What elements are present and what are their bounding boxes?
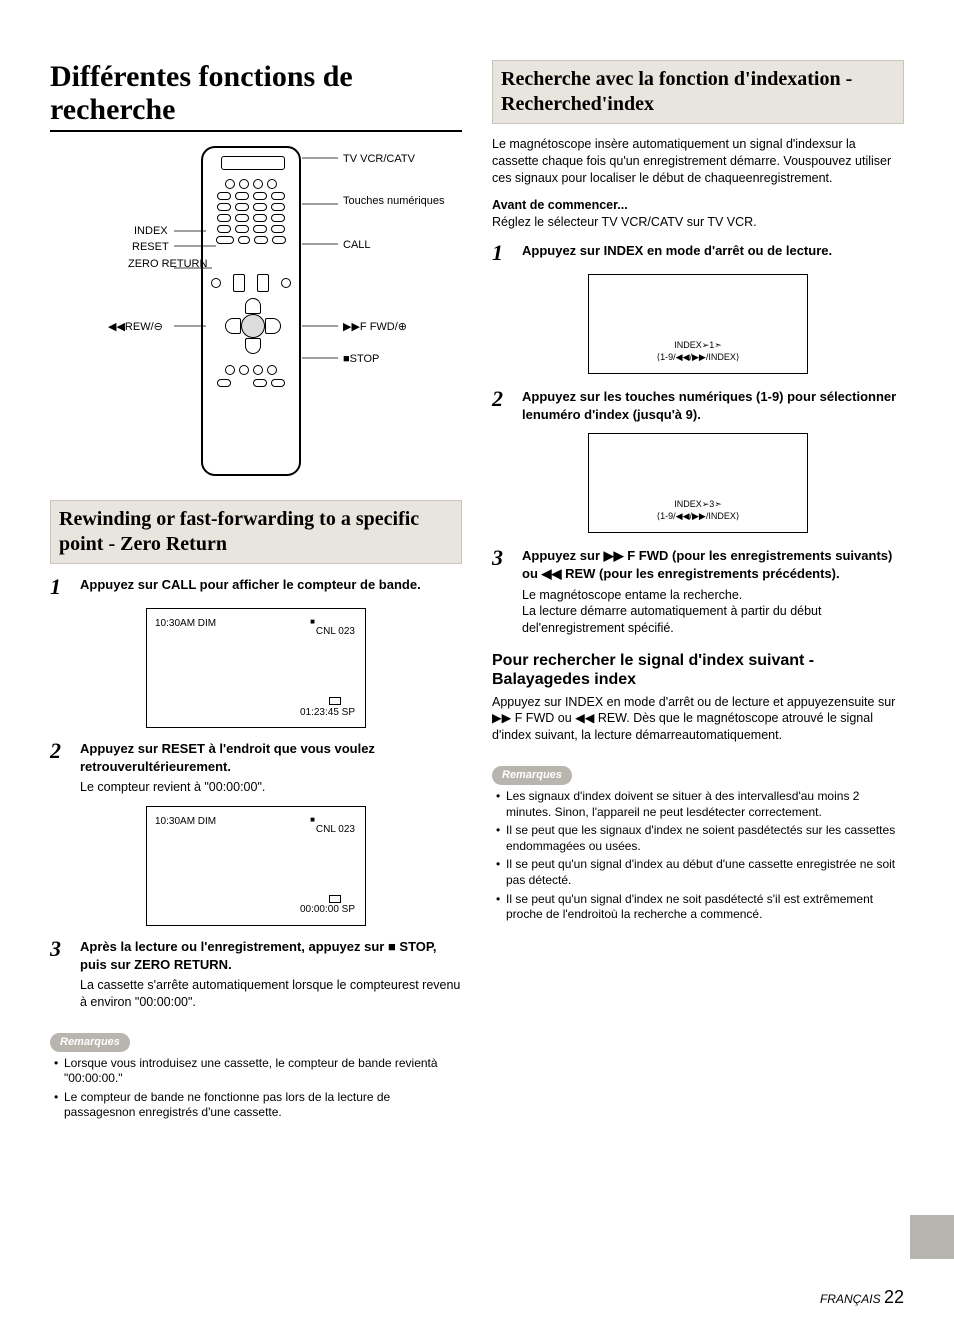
- label-call: CALL: [343, 238, 371, 253]
- step-desc: Le compteur revient à "00:00:00".: [80, 779, 462, 796]
- label-ffwd: ▶▶F FWD/⊕: [343, 320, 407, 335]
- screen-box-2: 10:30AM DIM ■ CNL 023 00:00:00 SP: [146, 806, 366, 926]
- step-number: 3: [50, 938, 72, 1011]
- note-item: Lorsque vous introduisez une cassette, l…: [50, 1056, 462, 1087]
- label-numeric: Touches numériques: [343, 194, 445, 209]
- step-desc: La lecture démarre automatiquement à par…: [522, 603, 904, 637]
- right-step-1: 1 Appuyez sur INDEX en mode d'arrêt ou d…: [492, 242, 904, 264]
- step-number: 2: [50, 740, 72, 796]
- label-stop: ■STOP: [343, 352, 379, 367]
- display-box-2: INDEX➢3➣ ⟨1-9/◀◀/▶▶/INDEX⟩: [588, 433, 808, 533]
- step-number: 1: [50, 576, 72, 598]
- screen-box-1: 10:30AM DIM ■ CNL 023 01:23:45 SP: [146, 608, 366, 728]
- right-column: Recherche avec la fonction d'indexation …: [492, 60, 904, 1124]
- language-label: FRANÇAIS: [820, 1292, 881, 1306]
- remote-diagram: TV VCR/CATV Touches numériques INDEX RES…: [50, 146, 462, 486]
- page-footer: FRANÇAIS 22: [820, 1285, 904, 1309]
- step-desc: La cassette s'arrête automatiquement lor…: [80, 977, 462, 1011]
- label-reset: RESET: [132, 240, 169, 255]
- remarques-tag: Remarques: [50, 1033, 130, 1052]
- left-step-1: 1 Appuyez sur CALL pour afficher le comp…: [50, 576, 462, 598]
- note-item: Il se peut qu'un signal d'index ne soit …: [492, 892, 904, 923]
- step-bold: Appuyez sur CALL pour afficher le compte…: [80, 577, 421, 592]
- label-zero-return: ZERO RETURN: [128, 258, 207, 270]
- page-corner-mark: [910, 1215, 954, 1259]
- scan-desc: Appuyez sur INDEX en mode d'arrêt ou de …: [492, 694, 904, 745]
- note-item: Les signaux d'index doivent se situer à …: [492, 789, 904, 820]
- label-tv-vcr: TV VCR/CATV: [343, 152, 415, 167]
- right-notes: Les signaux d'index doivent se situer à …: [492, 789, 904, 923]
- step-number: 1: [492, 242, 514, 264]
- note-item: Il se peut que les signaux d'index ne so…: [492, 823, 904, 854]
- main-title: Différentes fonctions de recherche: [50, 60, 462, 132]
- index-search-title: Recherche avec la fonction d'indexation …: [492, 60, 904, 124]
- right-step-2: 2 Appuyez sur les touches numériques (1-…: [492, 388, 904, 423]
- scan-subhead: Pour rechercher le signal d'index suivan…: [492, 651, 904, 689]
- zero-return-title: Rewinding or fast-forwarding to a specif…: [50, 500, 462, 564]
- left-notes: Lorsque vous introduisez une cassette, l…: [50, 1056, 462, 1121]
- left-step-2: 2 Appuyez sur RESET à l'endroit que vous…: [50, 740, 462, 796]
- step-desc: Le magnétoscope entame la recherche.: [522, 587, 904, 604]
- label-index: INDEX: [134, 224, 168, 239]
- left-column: Différentes fonctions de recherche: [50, 60, 462, 1124]
- step-bold: Appuyez sur RESET à l'endroit que vous v…: [80, 741, 375, 774]
- step-bold: Après la lecture ou l'enregistrement, ap…: [80, 939, 437, 972]
- step-number: 2: [492, 388, 514, 423]
- intro-text: Le magnétoscope insère automatiquement u…: [492, 136, 904, 187]
- before-start: Avant de commencer... Réglez le sélecteu…: [492, 197, 904, 231]
- step-bold: Appuyez sur INDEX en mode d'arrêt ou de …: [522, 243, 832, 258]
- note-item: Il se peut qu'un signal d'index au début…: [492, 857, 904, 888]
- note-item: Le compteur de bande ne fonctionne pas l…: [50, 1090, 462, 1121]
- page-number: 22: [884, 1287, 904, 1307]
- remarques-tag: Remarques: [492, 766, 572, 785]
- step-bold: Appuyez sur les touches numériques (1-9)…: [522, 389, 896, 422]
- step-bold: Appuyez sur ▶▶ F FWD (pour les enregistr…: [522, 548, 892, 581]
- right-step-3: 3 Appuyez sur ▶▶ F FWD (pour les enregis…: [492, 547, 904, 637]
- left-step-3: 3 Après la lecture ou l'enregistrement, …: [50, 938, 462, 1011]
- step-number: 3: [492, 547, 514, 637]
- display-box-1: INDEX➢1➣ ⟨1-9/◀◀/▶▶/INDEX⟩: [588, 274, 808, 374]
- label-rew: ◀◀REW/⊖: [108, 320, 163, 335]
